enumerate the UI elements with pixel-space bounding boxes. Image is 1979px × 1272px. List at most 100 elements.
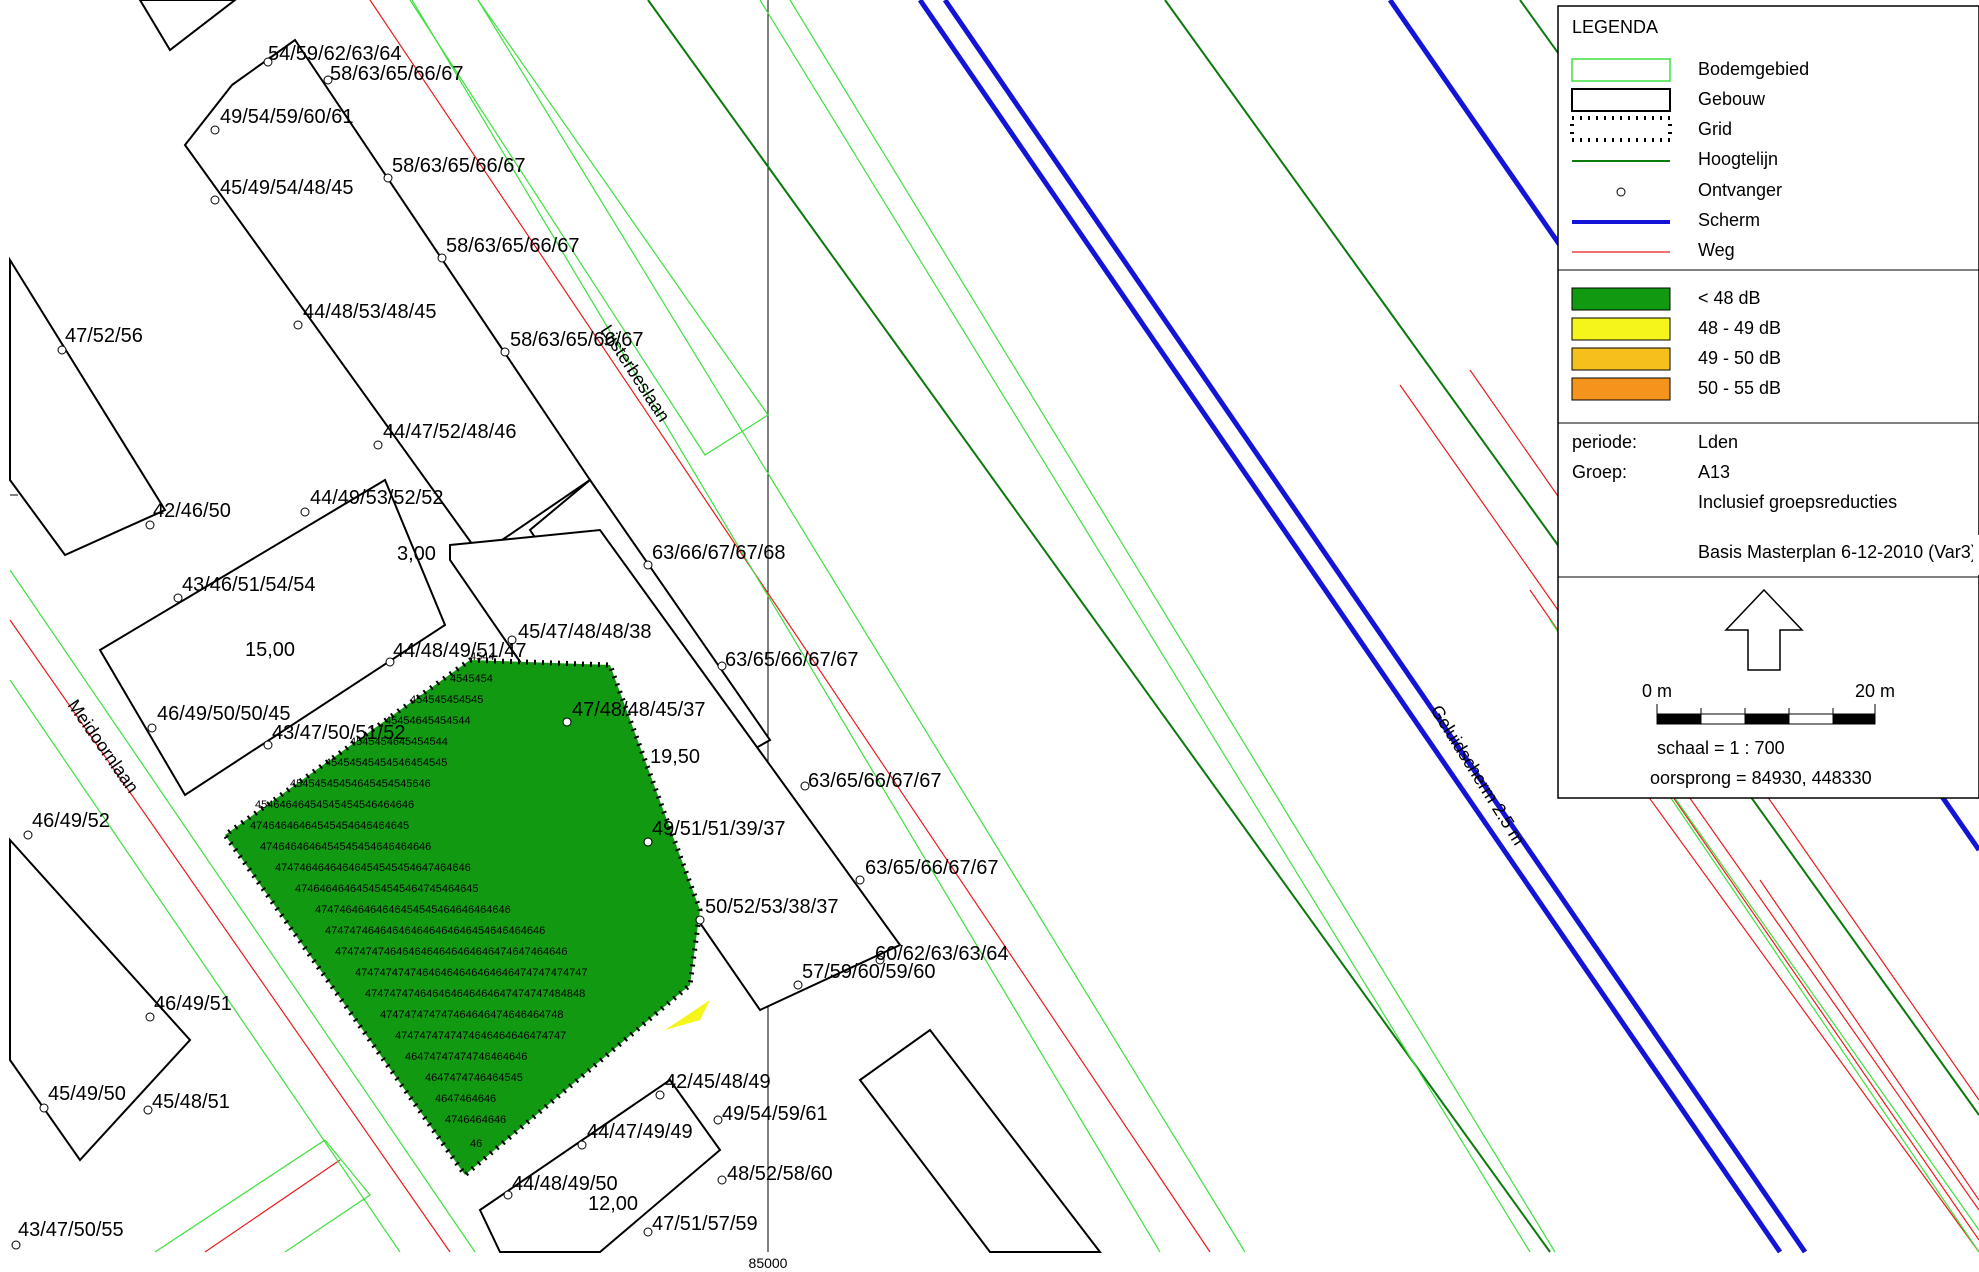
grid-row-23: 46 [470, 1138, 482, 1150]
svg-text:48/52/58/60: 48/52/58/60 [727, 1163, 833, 1185]
receiver-36: 47/51/57/59 [643, 1213, 758, 1237]
receiver-8: 58/63/65/66/67 [500, 329, 643, 357]
receiver-4: 58/63/65/66/67 [383, 155, 525, 183]
grid-row-3: 45454645454544 [385, 715, 471, 727]
receiver-7: 44/48/53/48/45 [293, 301, 436, 330]
receiver-17: 63/65/66/67/67 [717, 649, 858, 671]
svg-text:46/49/51: 46/49/51 [154, 993, 232, 1015]
grid-row-14: 47474747464646464646464646474647464646 [335, 946, 567, 958]
svg-text:46/49/50/50/45: 46/49/50/50/45 [157, 703, 290, 725]
svg-text:46/49/52: 46/49/52 [32, 810, 110, 832]
svg-text:63/65/66/67/67: 63/65/66/67/67 [725, 649, 858, 671]
grid-row-9: 4746464646454545454646464646 [260, 841, 431, 853]
class-label-49-50: 49 - 50 dB [1698, 348, 1781, 368]
legend-item-bodemgebied: Bodemgebied [1698, 59, 1809, 79]
svg-text:58/63/65/66/67: 58/63/65/66/67 [446, 235, 579, 257]
building-height-label: 3,00 [397, 543, 436, 565]
svg-text:43/46/51/54/54: 43/46/51/54/54 [182, 574, 315, 596]
svg-text:63/66/67/67/68: 63/66/67/67/68 [652, 542, 785, 564]
svg-text:45/47/48/48/38: 45/47/48/48/38 [518, 621, 651, 643]
legend-right-mask [1973, 535, 1979, 575]
grid-row-5: 45454545454546454545 [325, 757, 447, 769]
receiver-11: 42/46/50 [145, 500, 231, 530]
receiver-21: 63/65/66/67/67 [800, 770, 941, 792]
svg-text:42/46/50: 42/46/50 [153, 500, 231, 522]
info-line-1: Inclusief groepsreducties [1698, 492, 1897, 512]
scale-end-label: 20 m [1855, 681, 1895, 701]
gebouwen [9, 0, 1103, 1253]
receiver-22: 49/51/51/39/37 [643, 818, 785, 847]
svg-text:44/48/49/50: 44/48/49/50 [512, 1173, 618, 1195]
grid-row-13: 474747464646464646464646454646464646 [325, 925, 545, 937]
receiver-28: 46/49/51 [145, 993, 232, 1022]
bodemgebied-symbol [1571, 58, 1671, 82]
grid-row-16: 474747474646464646464647474747484848 [365, 988, 585, 1000]
ontvanger-symbol [1616, 187, 1626, 197]
receiver-37: 43/47/50/55 [11, 1219, 124, 1250]
receiver-33: 44/47/49/49 [577, 1121, 693, 1150]
grid-row-0: 4544 [470, 651, 494, 663]
svg-text:44/48/53/48/45: 44/48/53/48/45 [303, 301, 436, 323]
svg-text:58/63/65/66/67: 58/63/65/66/67 [392, 155, 525, 177]
grid-row-19: 46474747474746464646 [405, 1051, 527, 1063]
periode-label: periode: [1572, 432, 1637, 452]
svg-text:60/62/63/63/64: 60/62/63/63/64 [875, 943, 1008, 965]
noise-yellow-patch [665, 1000, 710, 1030]
receiver-3: 49/54/59/60/61 [210, 106, 353, 135]
building-height-label: 19,50 [650, 746, 700, 768]
receiver-29: 42/45/48/49 [655, 1071, 771, 1100]
receiver-30: 45/49/50 [39, 1083, 126, 1113]
legend-item-hoogtelijn: Hoogtelijn [1698, 149, 1778, 169]
receiver-5: 45/49/54/48/45 [210, 177, 353, 205]
class-label-lt48: < 48 dB [1698, 288, 1761, 308]
grid-row-18: 4747474747474646464646474747 [395, 1030, 566, 1042]
legend-item-grid: Grid [1698, 119, 1732, 139]
building-height-label: 12,00 [588, 1193, 638, 1215]
legend-item-ontvanger: Ontvanger [1698, 180, 1782, 200]
street-label-geluidscherm: Geluidscherm 2.5 m [1427, 702, 1529, 849]
svg-text:49/51/51/39/37: 49/51/51/39/37 [652, 818, 785, 840]
svg-text:45/49/54/48/45: 45/49/54/48/45 [220, 177, 353, 199]
class-swatch-lt48 [1571, 287, 1671, 311]
receiver-2: 58/63/65/66/67 [323, 63, 463, 85]
receiver-27: 57/59/60/59/60 [793, 961, 935, 990]
svg-text:44/47/49/49: 44/47/49/49 [587, 1121, 693, 1143]
svg-text:54/59/62/63/64: 54/59/62/63/64 [268, 43, 401, 65]
grid-values: 4544 4545454 454545454545 45454645454544… [250, 651, 587, 1150]
noise-grid-area [221, 657, 703, 1179]
class-swatch-50-55 [1571, 377, 1671, 401]
groep-value: A13 [1698, 462, 1730, 482]
scale-text: schaal = 1 : 700 [1657, 738, 1785, 758]
receiver-16: 44/48/49/51/47 [385, 640, 526, 667]
grid-row-8: 47464646464545454646464645 [250, 820, 409, 832]
svg-text:50/52/53/38/37: 50/52/53/38/37 [705, 896, 838, 918]
receiver-32: 49/54/59/61 [713, 1103, 828, 1125]
receiver-31: 45/48/51 [143, 1091, 230, 1115]
class-swatch-49-50 [1571, 347, 1671, 371]
receiver-6: 58/63/65/66/67 [437, 235, 579, 263]
grid-symbol [1570, 116, 1672, 142]
origin-text: oorsprong = 84930, 448330 [1650, 768, 1872, 788]
receiver-24: 63/65/66/67/67 [855, 857, 998, 885]
class-label-50-55: 50 - 55 dB [1698, 378, 1781, 398]
receiver-18: 47/48/48/45/37 [562, 699, 705, 727]
receiver-12: 44/49/53/52/52 [300, 487, 443, 517]
gebouw-symbol [1571, 88, 1671, 112]
svg-text:45/48/51: 45/48/51 [152, 1091, 230, 1113]
svg-text:49/54/59/61: 49/54/59/61 [722, 1103, 828, 1125]
svg-text:44/49/53/52/52: 44/49/53/52/52 [310, 487, 443, 509]
receiver-10: 44/47/52/48/46 [373, 421, 516, 450]
scale-bar [1656, 704, 1876, 725]
grid-row-20: 4647474746464545 [425, 1072, 523, 1084]
building-height-label: 15,00 [245, 639, 295, 661]
grid-row-11: 474646464645454545464745464645 [295, 883, 479, 895]
north-arrow-icon [1724, 588, 1804, 671]
receiver-15: 45/47/48/48/38 [507, 621, 651, 645]
periode-value: Lden [1698, 432, 1738, 452]
svg-text:44/47/52/48/46: 44/47/52/48/46 [383, 421, 516, 443]
class-swatch-48-49 [1571, 317, 1671, 341]
svg-text:63/65/66/67/67: 63/65/66/67/67 [865, 857, 998, 879]
receiver-25: 50/52/53/38/37 [695, 896, 838, 925]
svg-text:58/63/65/66/67: 58/63/65/66/67 [510, 329, 643, 351]
legend-item-weg: Weg [1698, 240, 1735, 260]
